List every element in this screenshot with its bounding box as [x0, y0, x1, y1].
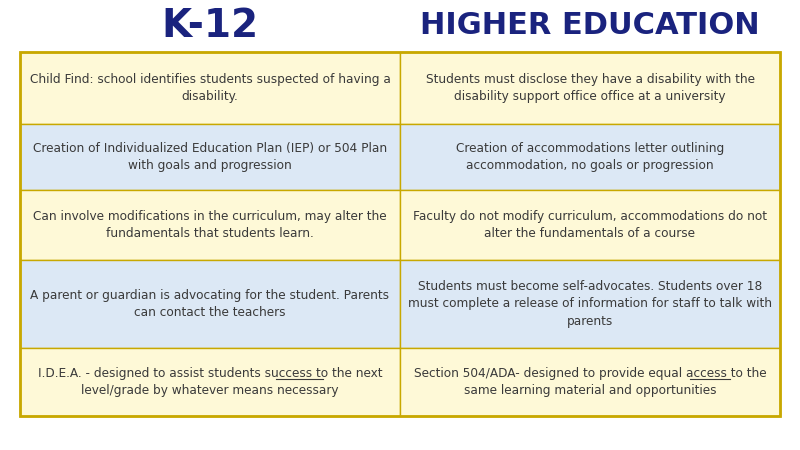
Text: Students must become self-advocates. Students over 18
must complete a release of: Students must become self-advocates. Stu…	[408, 280, 772, 328]
Text: I.D.E.A. - designed to assist students success to the next: I.D.E.A. - designed to assist students s…	[38, 367, 382, 380]
Bar	[400, 260, 780, 348]
Bar	[20, 124, 400, 190]
Text: Faculty do not modify curriculum, accommodations do not
alter the fundamentals o: Faculty do not modify curriculum, accomm…	[413, 210, 767, 240]
Bar	[20, 52, 780, 416]
Bar	[20, 260, 400, 348]
Bar	[20, 348, 400, 416]
Text: Child Find: school identifies students suspected of having a
disability.: Child Find: school identifies students s…	[30, 73, 390, 103]
Text: HIGHER EDUCATION: HIGHER EDUCATION	[420, 12, 760, 40]
Bar	[20, 52, 400, 124]
Bar	[20, 190, 400, 260]
Text: Students must disclose they have a disability with the
disability support office: Students must disclose they have a disab…	[426, 73, 754, 103]
Text: Section 504/ADA- designed to provide equal access to the: Section 504/ADA- designed to provide equ…	[414, 367, 766, 380]
Text: level/grade by whatever means necessary: level/grade by whatever means necessary	[82, 384, 338, 397]
Text: K-12: K-12	[162, 7, 258, 45]
Bar	[400, 124, 780, 190]
Text: Can involve modifications in the curriculum, may alter the
fundamentals that stu: Can involve modifications in the curricu…	[33, 210, 387, 240]
Bar	[400, 348, 780, 416]
Bar	[400, 52, 780, 124]
Text: Creation of accommodations letter outlining
accommodation, no goals or progressi: Creation of accommodations letter outlin…	[456, 142, 724, 172]
Text: same learning material and opportunities: same learning material and opportunities	[464, 384, 716, 397]
Text: A parent or guardian is advocating for the student. Parents
can contact the teac: A parent or guardian is advocating for t…	[30, 289, 390, 319]
Text: Creation of Individualized Education Plan (IEP) or 504 Plan
with goals and progr: Creation of Individualized Education Pla…	[33, 142, 387, 172]
Bar	[400, 190, 780, 260]
